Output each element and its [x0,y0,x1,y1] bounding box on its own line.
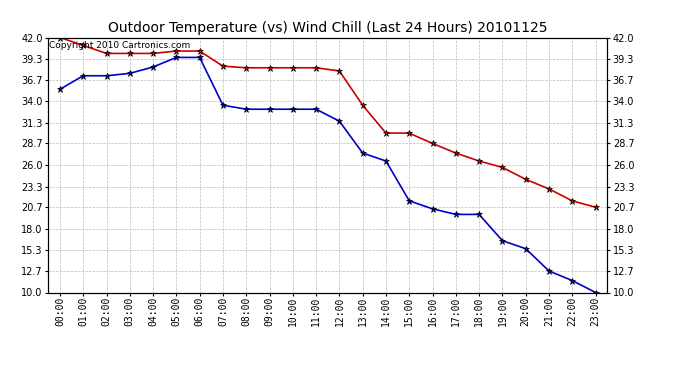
Title: Outdoor Temperature (vs) Wind Chill (Last 24 Hours) 20101125: Outdoor Temperature (vs) Wind Chill (Las… [108,21,547,35]
Text: Copyright 2010 Cartronics.com: Copyright 2010 Cartronics.com [50,41,190,50]
